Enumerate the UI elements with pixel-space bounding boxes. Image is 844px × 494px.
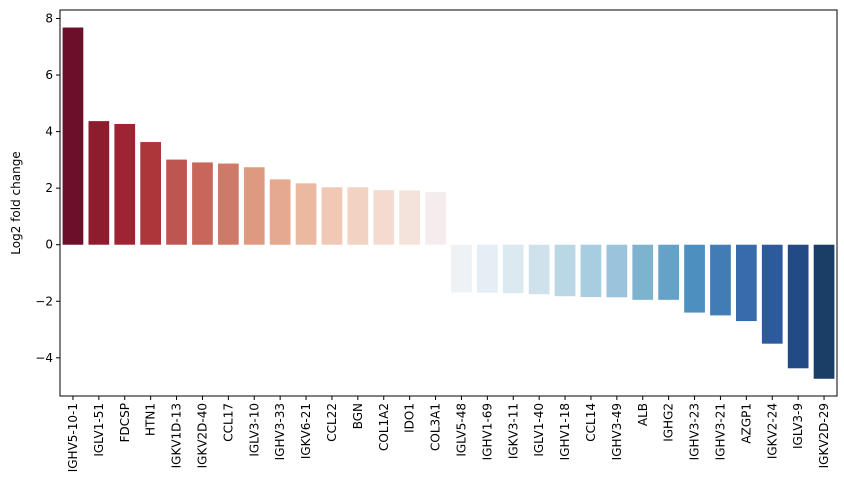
y-tick-label: 2 <box>45 181 53 195</box>
x-tick-label: IGLV1-51 <box>92 403 106 457</box>
bar-ccl14 <box>580 244 602 298</box>
x-tick-label: CCL17 <box>221 403 235 442</box>
bar-htn1 <box>140 142 162 245</box>
x-tick-label: IGKV2D-29 <box>817 403 831 468</box>
x-tick-label: COL3A1 <box>429 403 443 451</box>
x-tick-label: COL1A2 <box>377 403 391 451</box>
bar-ighv3-33 <box>269 179 291 245</box>
x-tick-label: BGN <box>351 403 365 429</box>
bar-col3a1 <box>425 192 446 245</box>
x-tick-label: FDCSP <box>118 403 132 442</box>
bar-ighg2 <box>658 244 680 300</box>
x-tick-label: ALB <box>636 403 650 426</box>
bar-iglv3-9 <box>787 244 809 369</box>
x-tick-label: IGKV6-21 <box>299 403 313 459</box>
x-tick-label: HTN1 <box>144 403 158 436</box>
x-tick-label: IGKV1D-13 <box>170 403 184 468</box>
bar-iglv3-10 <box>243 167 265 245</box>
bar-ighv1-18 <box>554 244 576 297</box>
y-axis: −4 −2 0 2 4 6 8 <box>35 11 60 365</box>
bar-ighv3-49 <box>606 244 628 298</box>
x-tick-label: IGLV3-9 <box>791 403 805 449</box>
x-tick-label: IGHV3-33 <box>273 403 287 460</box>
x-axis: IGHV5-10-1 IGLV1-51 FDCSP HTN1 IGKV1D-13 IGKV… <box>66 396 831 472</box>
y-tick-label: 6 <box>45 68 53 82</box>
bar-alb <box>632 244 654 300</box>
bar-iglv1-40 <box>528 244 550 295</box>
x-tick-label: IGHV5-10-1 <box>66 403 80 472</box>
y-tick-label: −2 <box>35 294 53 308</box>
bar-ighv1-69 <box>476 244 498 293</box>
bar-iglv1-51 <box>88 121 110 245</box>
bar-bgn <box>347 187 369 245</box>
x-tick-label: IGHV1-69 <box>480 403 494 460</box>
bar-igkv3-11 <box>502 244 524 294</box>
x-tick-label: CCL22 <box>325 403 339 442</box>
x-tick-label: IGHV3-21 <box>713 403 727 460</box>
bar-igkv2d-40 <box>192 162 213 245</box>
bar-ighv5-10-1 <box>62 27 84 245</box>
y-axis-title: Log2 fold change <box>9 151 23 254</box>
x-tick-label: IGLV3-10 <box>247 403 261 457</box>
x-tick-label: IGHV1-18 <box>558 403 572 460</box>
y-tick-label: 0 <box>45 238 53 252</box>
plot-area-frame <box>59 9 838 397</box>
bar-fdcsp <box>114 123 136 245</box>
bar-col1a2 <box>373 190 395 245</box>
bar-ido1 <box>399 190 421 245</box>
bar-igkv2-24 <box>761 244 783 344</box>
bar-iglv5-48 <box>451 244 472 293</box>
x-tick-label: IGLV5-48 <box>454 403 468 457</box>
x-tick-label: IGKV3-11 <box>506 403 520 459</box>
x-tick-label: IGHV3-49 <box>610 403 624 460</box>
bars-group <box>62 27 835 379</box>
y-tick-label: −4 <box>35 351 53 365</box>
x-tick-label: IGHV3-23 <box>688 403 702 460</box>
bar-igkv6-21 <box>295 183 317 245</box>
y-tick-label: 8 <box>45 11 53 25</box>
bar-igkv2d-29 <box>813 244 835 379</box>
y-tick-label: 4 <box>45 125 53 139</box>
x-tick-label: IDO1 <box>403 403 417 433</box>
x-tick-label: IGKV2D-40 <box>195 403 209 468</box>
bar-ccl17 <box>217 163 239 245</box>
bar-azgp1 <box>735 244 757 322</box>
x-tick-label: AZGP1 <box>739 403 753 444</box>
bar-ighv3-21 <box>710 244 731 316</box>
x-tick-label: IGKV2-24 <box>765 403 779 459</box>
bar-ighv3-23 <box>684 244 705 313</box>
x-tick-label: IGHG2 <box>662 403 676 442</box>
x-tick-label: IGLV1-40 <box>532 403 546 457</box>
bar-ccl22 <box>321 187 343 245</box>
x-tick-label: CCL14 <box>584 403 598 442</box>
bar-igkv1d-13 <box>166 159 187 245</box>
